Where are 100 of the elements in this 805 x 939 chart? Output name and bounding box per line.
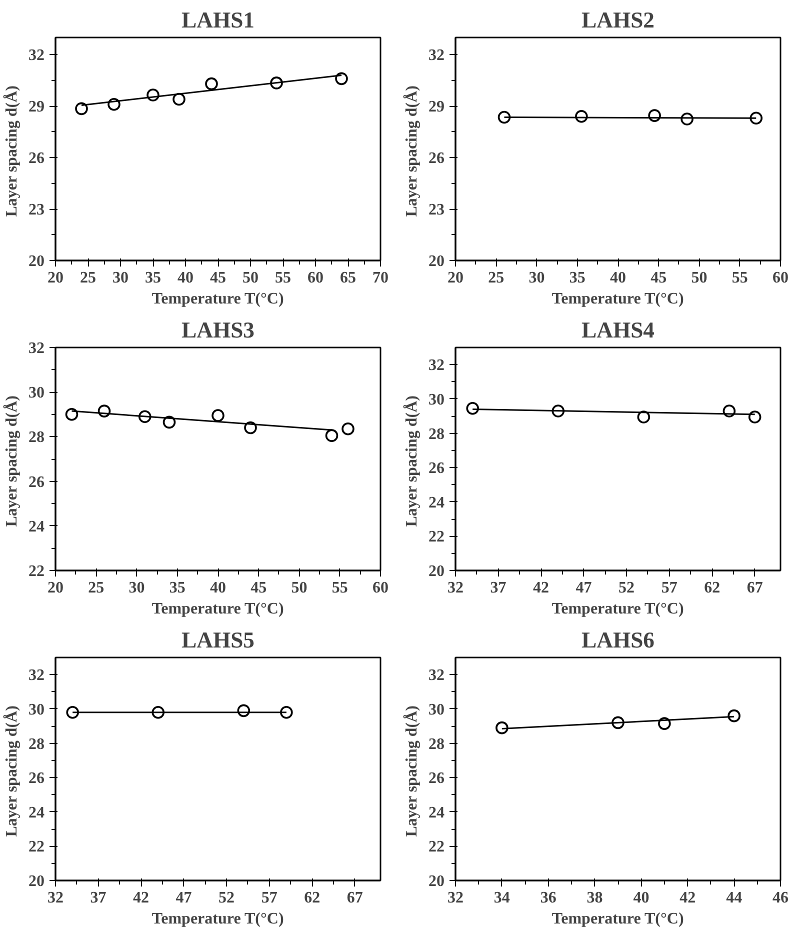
x-tick-label: 60: [372, 580, 388, 596]
x-tick-label: 47: [576, 580, 592, 596]
x-axis-title: Temperature T(°C): [152, 600, 284, 618]
x-tick-label: 62: [704, 580, 720, 596]
x-tick-label: 20: [48, 580, 64, 596]
y-tick-label: 24: [28, 804, 44, 822]
x-tick-label: 25: [488, 270, 504, 286]
x-tick-label: 25: [80, 270, 96, 286]
y-tick-label: 20: [428, 253, 444, 270]
x-tick-label: 42: [680, 890, 696, 906]
y-tick-label: 20: [428, 873, 444, 890]
x-tick-label: 44: [726, 890, 742, 906]
x-tick-label: 40: [610, 270, 626, 286]
y-axis-title: Layer spacing d(Å): [2, 706, 20, 837]
y-tick-label: 26: [28, 150, 44, 168]
y-tick-label: 20: [428, 563, 444, 580]
x-tick-label: 32: [448, 580, 464, 596]
x-tick-label: 57: [661, 580, 678, 596]
x-tick-label: 45: [210, 270, 226, 286]
x-tick-label: 32: [48, 890, 64, 906]
y-tick-label: 30: [28, 701, 44, 718]
x-tick-label: 55: [732, 270, 748, 286]
x-tick-label: 35: [145, 270, 161, 286]
y-tick-label: 23: [428, 202, 444, 219]
y-tick-label: 26: [428, 150, 444, 168]
chart-title: LAHS3: [181, 318, 255, 342]
x-tick-label: 52: [618, 580, 635, 596]
x-axis-title: Temperature T(°C): [552, 290, 684, 308]
x-tick-label: 40: [178, 270, 194, 286]
y-tick-label: 28: [428, 736, 444, 753]
y-tick-label: 24: [28, 518, 44, 536]
y-tick-label: 32: [428, 47, 444, 64]
x-tick-label: 40: [633, 890, 650, 906]
x-tick-label: 34: [494, 890, 510, 906]
x-tick-label: 55: [275, 270, 291, 286]
y-tick-label: 32: [28, 47, 44, 64]
x-tick-label: 42: [533, 580, 550, 596]
x-tick-label: 60: [772, 270, 788, 286]
y-axis-title: Layer spacing d(Å): [402, 86, 420, 217]
y-tick-label: 30: [428, 701, 444, 718]
x-tick-label: 30: [528, 270, 545, 286]
y-tick-label: 22: [28, 838, 44, 856]
y-tick-label: 32: [28, 340, 44, 357]
x-tick-label: 30: [128, 580, 145, 596]
y-tick-label: 32: [428, 667, 444, 684]
x-tick-label: 47: [176, 890, 192, 906]
y-tick-label: 32: [28, 667, 44, 684]
y-tick-label: 26: [28, 770, 44, 788]
y-tick-label: 29: [428, 98, 444, 116]
chart-title: LAHS6: [581, 628, 655, 652]
y-tick-label: 28: [428, 426, 444, 443]
y-tick-label: 24: [428, 804, 444, 822]
x-tick-label: 62: [304, 890, 320, 906]
x-axis-title: Temperature T(°C): [552, 910, 684, 928]
x-tick-label: 67: [346, 890, 363, 906]
x-tick-label: 50: [691, 270, 708, 286]
x-tick-label: 38: [586, 890, 603, 906]
y-tick-label: 26: [428, 770, 444, 788]
x-tick-label: 46: [772, 890, 788, 906]
y-axis-title: Layer spacing d(Å): [2, 86, 20, 217]
y-tick-label: 26: [28, 474, 44, 491]
y-tick-label: 23: [28, 202, 44, 219]
chart-title: LAHS1: [181, 8, 255, 32]
x-tick-label: 37: [490, 580, 506, 596]
x-tick-label: 42: [133, 890, 150, 906]
x-tick-label: 40: [210, 580, 226, 596]
y-tick-label: 22: [428, 528, 444, 546]
x-tick-label: 70: [372, 270, 388, 286]
x-tick-label: 35: [169, 580, 186, 596]
x-tick-label: 35: [569, 270, 586, 286]
y-tick-label: 20: [28, 253, 44, 270]
x-axis-title: Temperature T(°C): [552, 600, 684, 618]
x-tick-label: 52: [218, 890, 235, 906]
chart-title: LAHS4: [581, 318, 655, 342]
x-tick-label: 50: [242, 270, 258, 286]
y-tick-label: 22: [28, 563, 44, 580]
x-axis-title: Temperature T(°C): [152, 290, 284, 308]
y-tick-label: 30: [28, 384, 44, 402]
y-tick-label: 26: [428, 460, 444, 478]
x-tick-label: 32: [448, 890, 464, 906]
y-tick-label: 29: [28, 98, 44, 116]
x-tick-label: 57: [261, 890, 278, 906]
y-axis-title: Layer spacing d(Å): [2, 396, 20, 527]
x-tick-label: 30: [112, 270, 128, 286]
y-tick-label: 20: [28, 873, 44, 890]
x-axis-title: Temperature T(°C): [152, 910, 284, 928]
x-tick-label: 50: [291, 580, 308, 596]
chart-title: LAHS2: [581, 8, 655, 32]
y-tick-label: 24: [428, 494, 444, 512]
x-tick-label: 45: [250, 580, 267, 596]
x-tick-label: 37: [90, 890, 106, 906]
x-tick-label: 67: [746, 580, 763, 596]
y-tick-label: 22: [428, 838, 444, 856]
x-tick-label: 20: [48, 270, 64, 286]
y-axis-title: Layer spacing d(Å): [402, 396, 420, 527]
y-tick-label: 30: [428, 391, 444, 408]
x-tick-label: 36: [540, 890, 556, 906]
y-tick-label: 32: [428, 357, 444, 374]
x-tick-label: 25: [88, 580, 104, 596]
y-axis-title: Layer spacing d(Å): [402, 706, 420, 837]
